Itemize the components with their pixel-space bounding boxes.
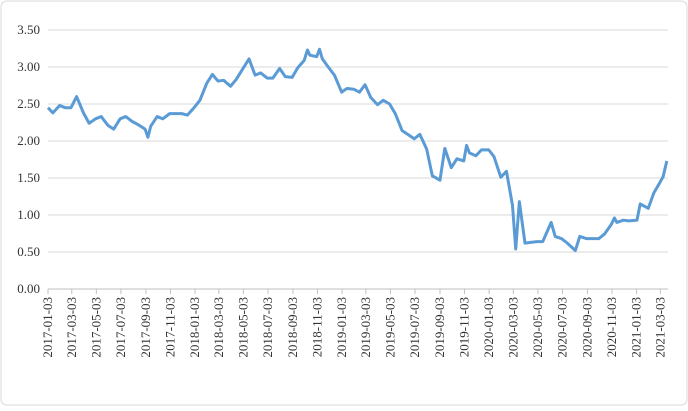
- y-tick-label: 2.00: [17, 133, 40, 148]
- x-tick-label: 2019-05-03: [382, 297, 397, 358]
- x-tick-label: 2018-09-03: [285, 297, 300, 358]
- y-tick-label: 1.50: [17, 170, 40, 185]
- x-tick-label: 2020-05-03: [530, 297, 545, 358]
- x-tick-label: 2017-03-03: [64, 297, 79, 358]
- x-tick-label: 2019-09-03: [432, 297, 447, 358]
- y-tick-label: 0.50: [17, 244, 40, 259]
- y-tick-label: 2.50: [17, 96, 40, 111]
- x-tick-label: 2018-03-03: [211, 297, 226, 358]
- x-tick-label: 2018-05-03: [235, 297, 250, 358]
- x-tick-label: 2020-03-03: [505, 297, 520, 358]
- x-tick-label: 2018-01-03: [187, 297, 202, 358]
- x-tick-label: 2020-07-03: [554, 297, 569, 358]
- x-tick-label: 2019-07-03: [407, 297, 422, 358]
- x-tick-label: 2017-01-03: [40, 297, 55, 358]
- y-tick-label: 1.00: [17, 207, 40, 222]
- x-tick-label: 2018-07-03: [260, 297, 275, 358]
- x-tick-label: 2020-01-03: [481, 297, 496, 358]
- x-tick-label: 2021-01-03: [629, 297, 644, 358]
- x-tick-label: 2017-05-03: [88, 297, 103, 358]
- x-tick-label: 2020-11-03: [604, 297, 619, 357]
- x-tick-label: 2019-01-03: [334, 297, 349, 358]
- y-tick-label: 3.50: [17, 22, 40, 37]
- x-tick-label: 2019-03-03: [358, 297, 373, 358]
- x-tick-label: 2018-11-03: [310, 297, 325, 357]
- line: [46, 47, 669, 253]
- x-tick-label: 2017-11-03: [162, 297, 177, 357]
- x-tick-label: 2021-03-03: [652, 297, 667, 358]
- x-tick-label: 2017-07-03: [113, 297, 128, 358]
- x-tick-label: 2019-11-03: [457, 297, 472, 357]
- y-tick-label: 0.00: [17, 281, 40, 296]
- y-tick-label: 3.00: [17, 59, 40, 74]
- x-tick-label: 2017-09-03: [138, 297, 153, 358]
- x-tick-label: 2020-09-03: [579, 297, 594, 358]
